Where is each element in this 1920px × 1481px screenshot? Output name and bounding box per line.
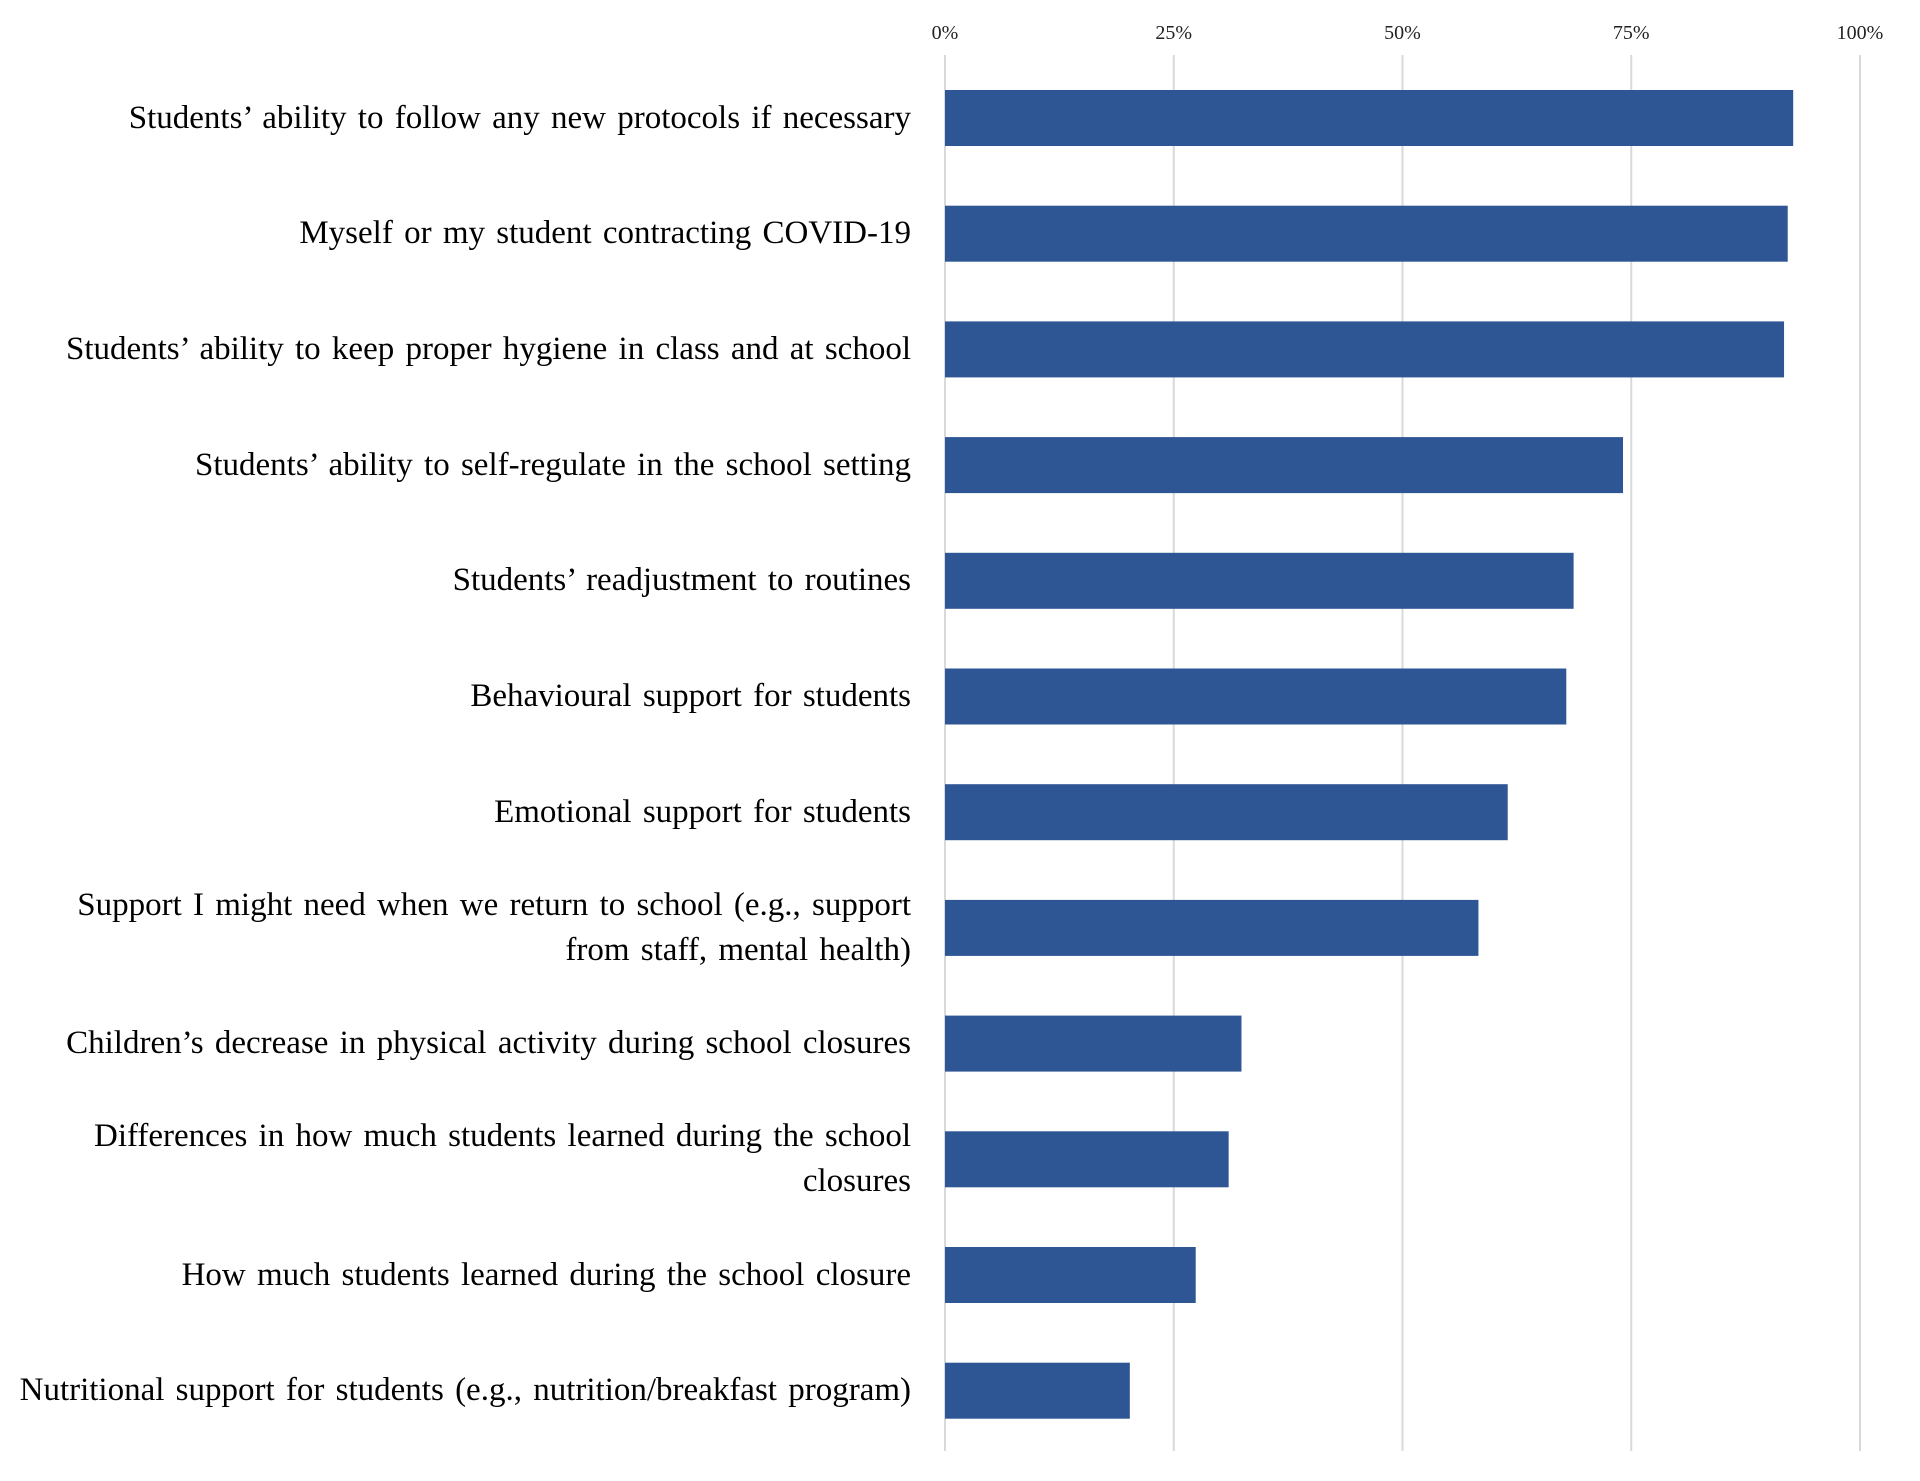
category-label: Students’ readjustment to routines <box>452 562 911 599</box>
category-label: Emotional support for students <box>494 793 911 830</box>
bar <box>945 1247 1196 1303</box>
category-label: How much students learned during the sch… <box>181 1256 911 1293</box>
bar <box>945 205 1788 262</box>
category-label: Students’ ability to keep proper hygiene… <box>65 330 911 367</box>
bar <box>945 552 1574 609</box>
bar <box>945 899 1479 956</box>
category-label: Myself or my student contracting COVID-1… <box>299 215 911 252</box>
category-label: Behavioural support for students <box>470 678 911 714</box>
category-label: Students’ ability to follow any new prot… <box>128 99 911 136</box>
category-label: Nutritional support for students (e.g., … <box>19 1372 911 1409</box>
bar <box>945 1362 1130 1419</box>
category-label: Differences in how much students learned… <box>93 1118 911 1200</box>
x-tick-label: 0% <box>932 22 959 44</box>
bar <box>945 90 1794 146</box>
bar <box>945 1015 1242 1072</box>
x-tick-label: 100% <box>1837 22 1884 44</box>
x-tick-label: 75% <box>1613 22 1650 44</box>
x-tick-label: 25% <box>1155 22 1192 44</box>
bar <box>945 784 1508 841</box>
category-label: Support I might need when we return to s… <box>77 886 911 968</box>
bar <box>945 321 1785 378</box>
bar <box>945 1131 1229 1188</box>
x-tick-label: 50% <box>1384 22 1421 44</box>
category-label: Students’ ability to self-regulate in th… <box>195 446 911 483</box>
category-label: Children’s decrease in physical activity… <box>66 1025 911 1062</box>
bar <box>945 668 1567 725</box>
bar <box>945 437 1624 494</box>
